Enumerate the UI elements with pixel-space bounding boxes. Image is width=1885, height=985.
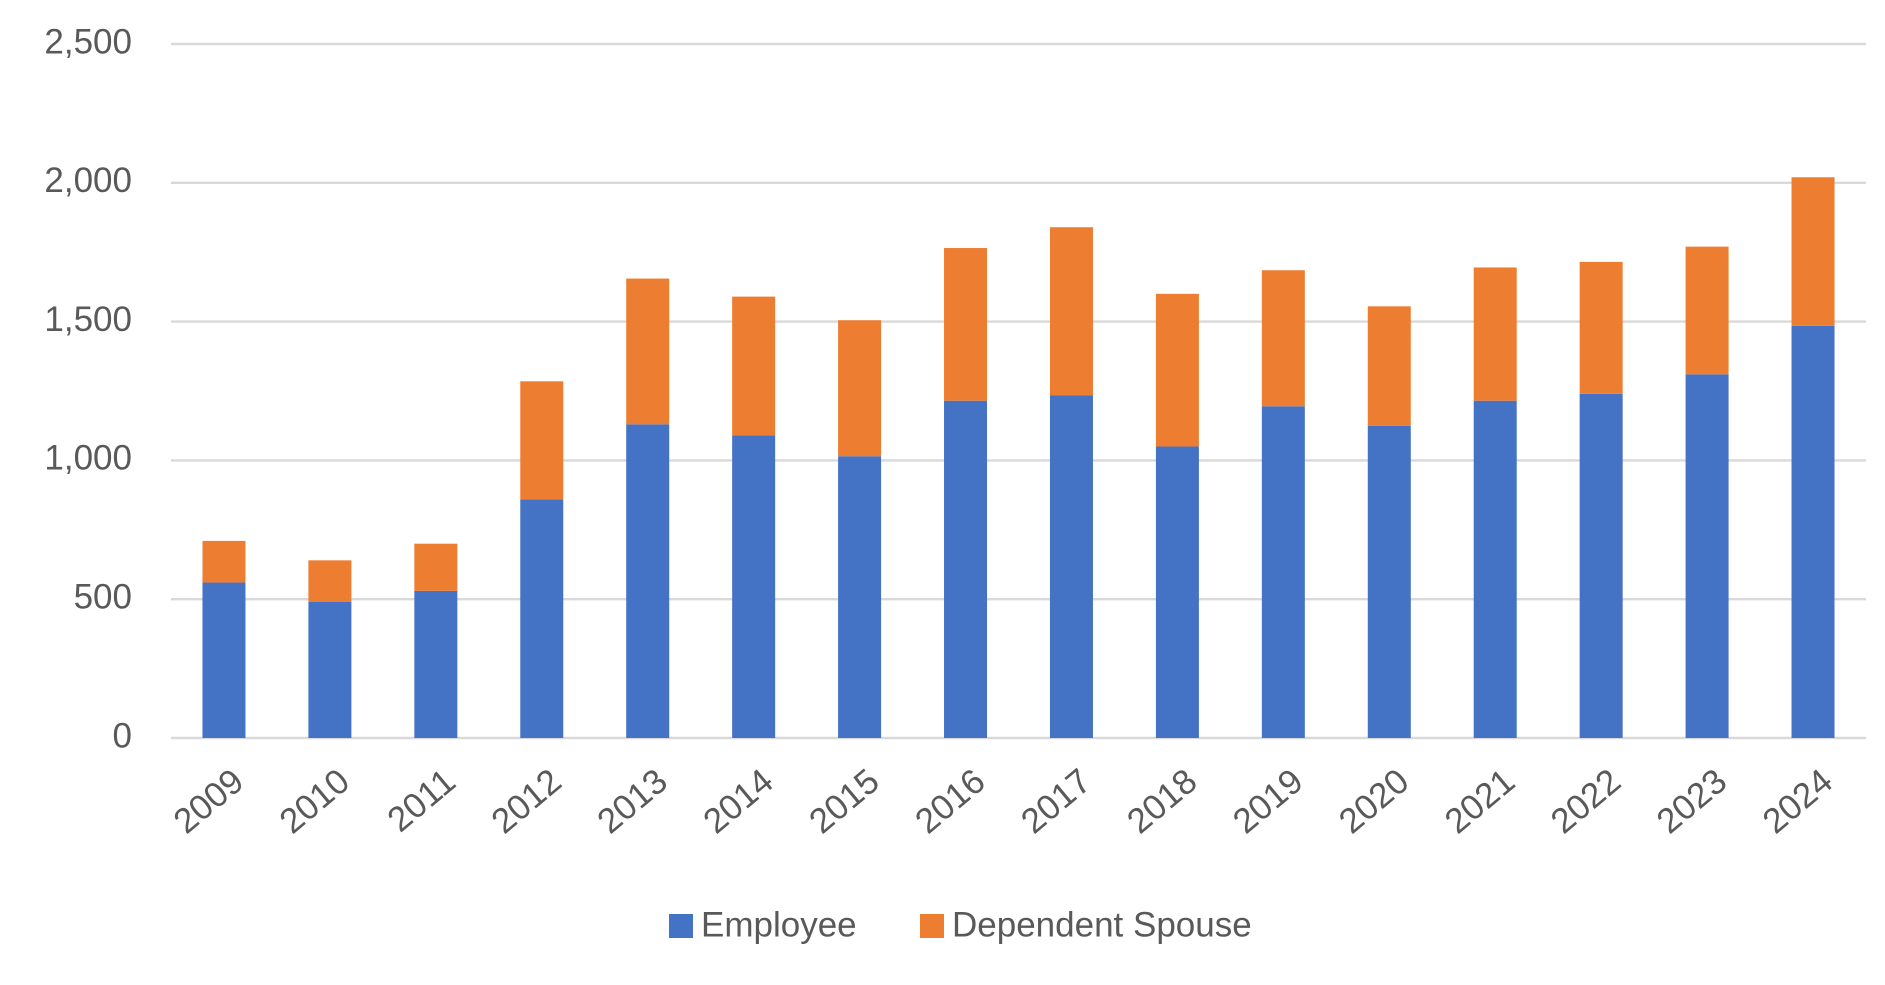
- bar-segment: [626, 424, 670, 738]
- bar-segment: [732, 435, 776, 738]
- x-tick-label: 2024: [1755, 761, 1840, 841]
- bar-segment: [838, 456, 882, 738]
- bar-segment: [520, 381, 564, 500]
- bar-segment: [1261, 270, 1305, 407]
- bar-segment: [732, 296, 776, 436]
- bar-segment: [1579, 393, 1623, 738]
- x-tick-label: 2023: [1649, 761, 1734, 841]
- bar-segment: [1261, 406, 1305, 738]
- bar-segment: [414, 590, 458, 738]
- x-tick-label: 2011: [380, 761, 463, 839]
- x-tick-label: 2022: [1544, 761, 1629, 841]
- bar-segment: [520, 499, 564, 738]
- bar-segment: [202, 582, 246, 738]
- x-tick-label: 2015: [802, 761, 887, 841]
- bar-segment: [1473, 400, 1517, 738]
- x-tick-label: 2014: [696, 761, 781, 841]
- bar-segment: [308, 560, 352, 602]
- y-tick-label: 500: [74, 577, 132, 616]
- bar-segment: [1791, 177, 1835, 326]
- bar-segment: [1579, 261, 1623, 394]
- legend-label: Employee: [701, 905, 857, 944]
- bar-segment: [626, 278, 670, 425]
- bar-segment: [1049, 395, 1093, 738]
- bar-segment: [308, 601, 352, 738]
- x-tick-label: 2016: [908, 761, 993, 841]
- x-tick-label: 2012: [484, 761, 569, 841]
- bar-segment: [202, 540, 246, 583]
- bar-segment: [944, 400, 988, 738]
- x-tick-label: 2019: [1226, 761, 1311, 841]
- bar-segment: [1367, 425, 1411, 738]
- bar-segment: [1685, 246, 1729, 375]
- bar-segment: [1473, 267, 1517, 401]
- bar-segment: [414, 543, 458, 591]
- y-tick-label: 1,000: [44, 439, 132, 478]
- legend-swatch: [669, 914, 693, 938]
- x-tick-label: 2017: [1014, 761, 1099, 841]
- bar-segment: [944, 248, 988, 401]
- bar-segment: [1155, 446, 1199, 738]
- y-tick-label: 2,000: [44, 161, 132, 200]
- bar-segment: [838, 320, 882, 457]
- legend-label: Dependent Spouse: [952, 905, 1252, 944]
- bar-segment: [1367, 306, 1411, 426]
- y-tick-label: 1,500: [44, 300, 132, 339]
- bar-segment: [1685, 374, 1729, 738]
- bar-segment: [1791, 325, 1835, 738]
- x-tick-label: 2018: [1120, 761, 1205, 841]
- x-tick-label: 2010: [272, 761, 357, 841]
- x-tick-label: 2021: [1438, 761, 1523, 841]
- bar-segment: [1049, 227, 1093, 396]
- x-tick-label: 2020: [1332, 761, 1417, 841]
- legend-swatch: [920, 914, 944, 938]
- y-tick-label: 2,500: [44, 22, 132, 61]
- y-tick-label: 0: [113, 716, 132, 755]
- x-tick-label: 2009: [166, 761, 251, 841]
- x-tick-label: 2013: [590, 761, 675, 841]
- bar-segment: [1155, 293, 1199, 447]
